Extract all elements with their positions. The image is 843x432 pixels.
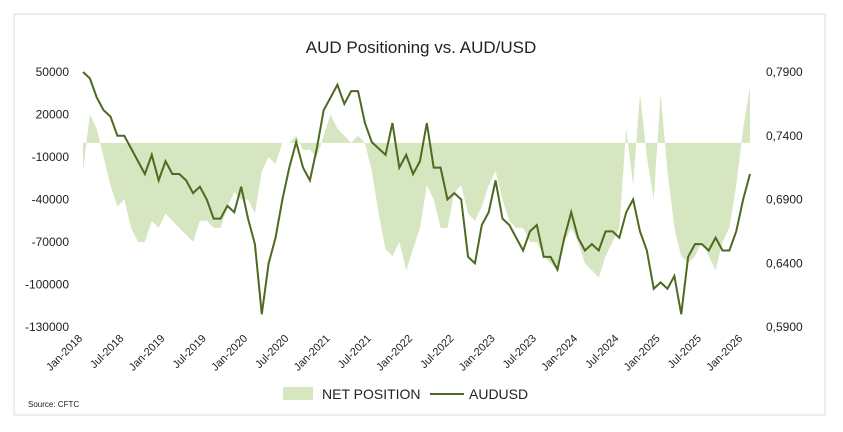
y-tick-label: -40000 <box>32 193 70 207</box>
y2-tick-label: 0,6900 <box>766 193 803 207</box>
y2-tick-label: 0,5900 <box>766 320 803 334</box>
audusd-line <box>82 71 751 315</box>
legend-label: NET POSITION <box>322 386 421 402</box>
y-tick-label: -10000 <box>32 150 70 164</box>
y-tick-label: -130000 <box>25 320 69 334</box>
legend-swatch <box>283 387 313 400</box>
y-tick-label: 50000 <box>36 65 70 79</box>
net-position-area <box>83 86 750 278</box>
source: Source: CFTC <box>28 400 79 409</box>
legend-label: AUDUSD <box>469 386 528 402</box>
y-tick-label: 20000 <box>36 108 70 122</box>
y-tick-label: -70000 <box>32 235 70 249</box>
y2-tick-label: 0,7900 <box>766 65 803 79</box>
y2-tick-label: 0,7400 <box>766 129 803 143</box>
chart-title: AUD Positioning vs. AUD/USD <box>306 38 537 57</box>
y2-tick-label: 0,6400 <box>766 256 803 270</box>
y-tick-label: -100000 <box>25 278 69 292</box>
